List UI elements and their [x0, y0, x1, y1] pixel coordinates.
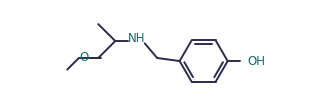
- Text: OH: OH: [247, 55, 265, 68]
- Text: NH: NH: [127, 32, 145, 45]
- Text: O: O: [80, 52, 89, 64]
